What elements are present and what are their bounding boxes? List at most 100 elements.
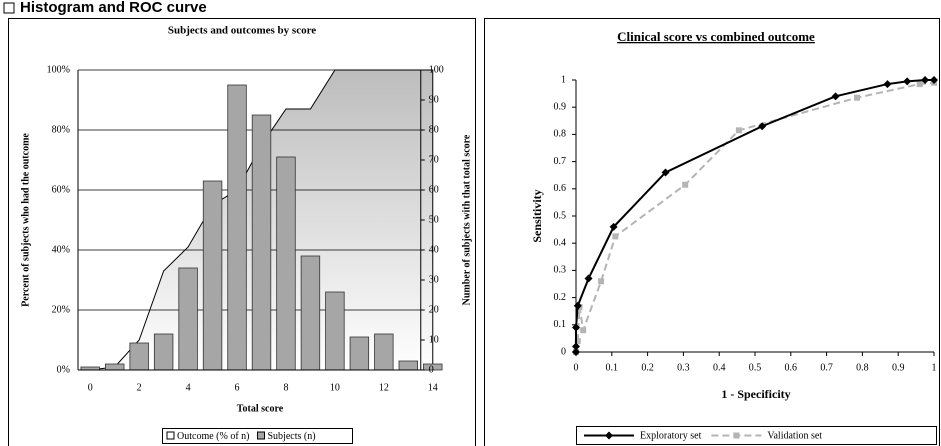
y-tick-label: 0.1: [554, 319, 567, 330]
x-tick-label: 0: [88, 382, 93, 393]
y-tick-label: 100%: [47, 64, 70, 75]
y-tick-label: 0.4: [554, 237, 567, 248]
y2-tick-label: 10: [429, 334, 439, 345]
legend-marker: [605, 431, 613, 440]
x-tick-label: 0.3: [677, 362, 690, 373]
x-tick-label: 0.4: [713, 362, 726, 373]
marker: [612, 233, 619, 240]
series-line: [575, 81, 935, 353]
y-tick-label: 0%: [57, 364, 70, 375]
bar: [398, 360, 418, 371]
y-tick-label: 0.6: [554, 183, 567, 194]
bar: [276, 156, 296, 371]
x-tick-label: 14: [428, 382, 438, 393]
x-axis-label: 1 - Specificity: [721, 387, 790, 401]
bar: [227, 84, 247, 371]
x-tick-label: 0.5: [749, 362, 762, 373]
bar: [300, 255, 321, 371]
marker: [916, 81, 923, 88]
y-axis-label: Percent of subjects who had the outcome: [20, 133, 31, 307]
x-tick-label: 0.7: [820, 362, 833, 373]
marker: [572, 348, 580, 356]
y2-tick-label: 0: [429, 364, 434, 375]
bar: [423, 363, 443, 371]
x-tick-label: 0: [574, 362, 579, 373]
x-tick-label: 12: [379, 382, 389, 393]
marker: [572, 323, 580, 332]
legend-swatch: [256, 431, 265, 440]
marker: [831, 92, 840, 101]
marker: [903, 77, 912, 86]
legend-marker: [733, 432, 740, 439]
x-tick-label: 8: [283, 382, 288, 393]
bar: [129, 342, 149, 371]
x-tick-label: 0.2: [641, 362, 654, 373]
marker: [572, 342, 580, 351]
marker: [883, 80, 892, 89]
legend-label: Validation set: [767, 430, 822, 441]
marker: [580, 327, 587, 334]
x-tick-label: 1: [932, 362, 937, 373]
bar: [105, 363, 125, 371]
chart-title: Clinical score vs combined outcome: [617, 29, 815, 44]
y-tick-label: 0.2: [554, 292, 567, 303]
y-axis-label: Sensitivity: [530, 189, 544, 242]
x-tick-label: 0.8: [856, 362, 869, 373]
y-tick-label: 0.5: [554, 210, 567, 221]
x-tick-label: 0.6: [785, 362, 798, 373]
y-tick-label: 80%: [52, 124, 70, 135]
y-tick-label: 0.8: [554, 129, 567, 140]
y-tick-label: 40%: [52, 244, 70, 255]
marker: [574, 338, 581, 345]
bar: [178, 267, 198, 371]
marker: [921, 76, 930, 84]
y-tick-label: 60%: [52, 184, 70, 195]
marker: [735, 127, 742, 134]
y2-tick-label: 60: [429, 184, 439, 195]
y-tick-label: 20%: [52, 304, 70, 315]
y2-tick-label: 70: [429, 154, 439, 165]
y2-tick-label: 100: [429, 64, 444, 75]
marker: [584, 274, 593, 283]
x-tick-label: 0.1: [606, 362, 619, 373]
legend-label: Outcome (% of n): [177, 431, 249, 442]
x-tick-label: 0.9: [892, 362, 905, 373]
y2-tick-label: 80: [429, 124, 439, 135]
y2-tick-label: 40: [429, 244, 439, 255]
x-tick-label: 4: [186, 382, 191, 393]
x-tick-label: 6: [235, 382, 240, 393]
marker: [682, 181, 689, 188]
legend-label: Subjects (n): [267, 431, 315, 442]
header-icon: [3, 2, 15, 14]
marker: [573, 301, 582, 310]
marker: [661, 168, 670, 177]
y2-tick-label: 20: [429, 304, 439, 315]
header-title: Histogram and ROC curve: [20, 0, 207, 16]
x-tick-label: 2: [137, 382, 142, 393]
y2-tick-label: 30: [429, 274, 439, 285]
bar: [202, 180, 223, 371]
bar: [374, 333, 394, 371]
panel: [484, 18, 940, 446]
bar: [349, 336, 370, 371]
legend-swatch: [166, 431, 175, 440]
panel: [8, 18, 476, 446]
marker: [609, 222, 618, 231]
y-tick-label: 0: [561, 346, 566, 357]
marker: [930, 76, 938, 84]
bar: [251, 114, 272, 371]
y2-tick-label: 90: [429, 94, 439, 105]
y-tick-label: 0.7: [554, 156, 567, 167]
y2-axis-label: Number of subjects with that total score: [461, 134, 472, 305]
y-tick-label: 1: [561, 74, 566, 85]
bar: [325, 291, 345, 371]
x-tick-label: 10: [330, 382, 340, 393]
series-line: [575, 79, 934, 352]
y-tick-label: 0.9: [554, 101, 567, 112]
y-tick-label: 0.3: [554, 265, 567, 276]
bar: [153, 333, 174, 371]
chart-title: Subjects and outcomes by score: [168, 25, 316, 37]
legend-label: Exploratory set: [640, 430, 702, 441]
